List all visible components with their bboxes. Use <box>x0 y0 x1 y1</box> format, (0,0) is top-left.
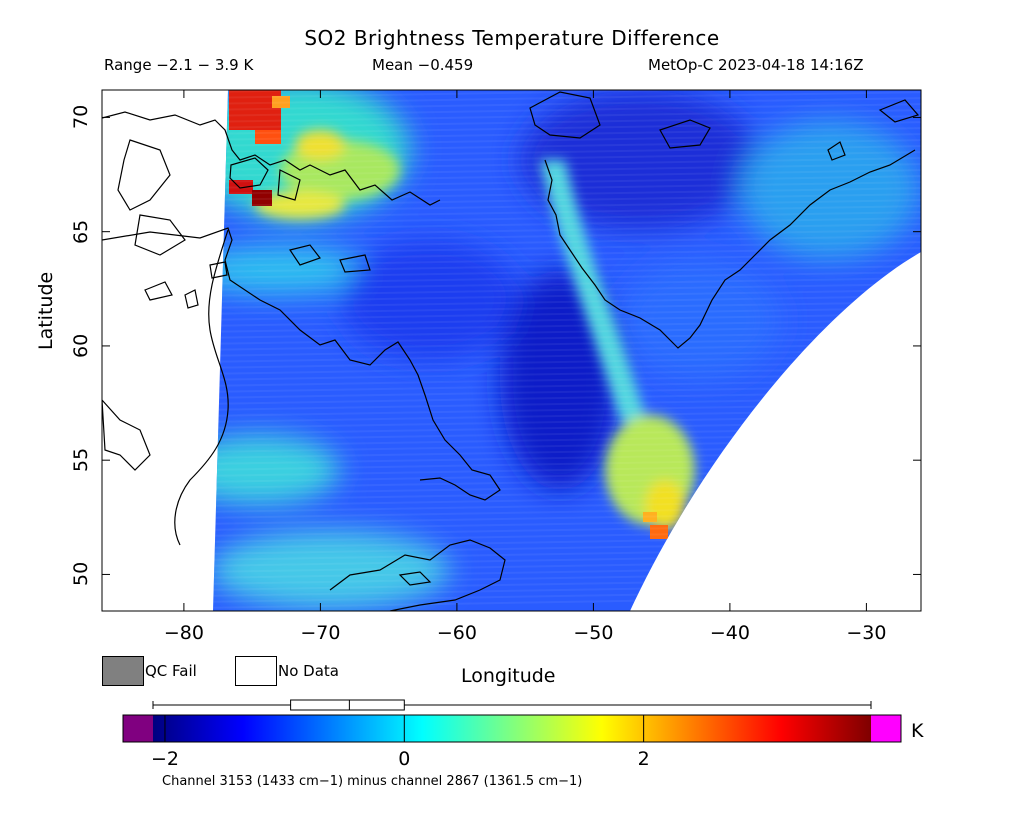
no-data-label: No Data <box>278 662 339 680</box>
x-tick-label: −60 <box>436 622 477 644</box>
y-tick-label: 65 <box>70 219 92 244</box>
y-tick-marks <box>102 116 921 575</box>
plot-frame <box>101 89 922 612</box>
range-text: Range −2.1 − 3.9 K <box>104 56 254 74</box>
y-tick-label: 70 <box>70 105 92 130</box>
qc-fail-label: QC Fail <box>145 662 197 680</box>
y-tick-label: 50 <box>70 562 92 587</box>
colorbar-tick-label: 2 <box>637 748 650 770</box>
colorbar-above-range <box>871 715 901 742</box>
satellite-time-text: MetOp-C 2023-04-18 14:16Z <box>648 56 864 74</box>
y-tick-label: 55 <box>70 447 92 473</box>
x-tick-marks <box>183 90 867 611</box>
coastlines <box>102 91 920 611</box>
colorbar-below-range <box>123 715 153 742</box>
channel-caption: Channel 3153 (1433 cm−1) minus channel 2… <box>162 774 583 789</box>
x-tick-label: −80 <box>163 622 204 644</box>
x-tick-label: −50 <box>573 622 614 644</box>
chart-title: SO2 Brightness Temperature Difference <box>304 26 720 50</box>
quartile-box <box>290 699 405 711</box>
colorbar-tick-label: 0 <box>398 748 411 770</box>
y-tick-label: 60 <box>70 333 92 358</box>
colorbar <box>122 714 902 743</box>
x-tick-label: −70 <box>300 622 341 644</box>
no-data-swatch <box>235 656 277 686</box>
x-tick-label: −30 <box>846 622 887 644</box>
swath-field <box>102 90 921 611</box>
y-axis-label: Latitude <box>35 271 57 350</box>
mean-text: Mean −0.459 <box>372 56 474 74</box>
range-boxplot <box>152 699 872 711</box>
colorbar-tick-label: −2 <box>150 748 179 770</box>
qc-fail-swatch <box>102 656 144 686</box>
colorbar-gradient <box>153 715 871 742</box>
colorbar-unit: K <box>911 720 924 742</box>
x-tick-label: −40 <box>709 622 750 644</box>
x-axis-label: Longitude <box>461 665 556 687</box>
